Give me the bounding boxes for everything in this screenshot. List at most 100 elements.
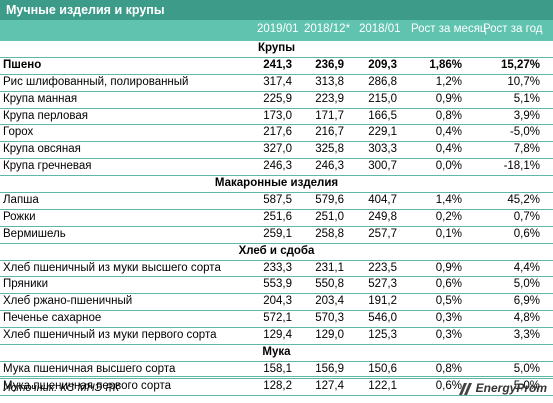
column-header-month-growth: Рост за месяц <box>411 23 487 35</box>
value-month-growth: 0,6% <box>435 278 462 291</box>
value-2019-01: 587,5 <box>263 194 292 207</box>
value-year-growth: -5,0% <box>509 126 540 139</box>
value-year-growth: 5,0% <box>513 362 540 375</box>
value-2018-12: 246,3 <box>315 160 344 173</box>
value-2018-01: 303,3 <box>368 143 397 156</box>
table-row: Мука пшеничная первого сорта 128,2 127,4 12… <box>0 379 553 396</box>
value-2018-12: 231,1 <box>315 261 344 274</box>
row-name: Крупа манная <box>3 92 78 105</box>
section-title: Мука <box>262 346 291 359</box>
value-2018-01: 122,1 <box>368 379 397 392</box>
value-2018-01: 546,0 <box>368 312 397 325</box>
value-month-growth: 0,8% <box>435 109 462 122</box>
value-month-growth: 0,5% <box>435 295 462 308</box>
value-2018-01: 527,3 <box>368 278 397 291</box>
footer: Источник: КС МНЭ РК EnergyProm <box>0 376 553 403</box>
row-name: Лапша <box>3 194 39 207</box>
column-header-2019-01: 2019/01 <box>257 23 299 35</box>
source-note: Источник: КС МНЭ РК <box>3 382 120 394</box>
table-row: Крупа гречневая 246,3 246,3 300,7 0,0% -18,1% <box>0 159 553 177</box>
value-year-growth: 0,7% <box>513 210 540 223</box>
value-2018-12: 236,9 <box>315 58 344 71</box>
section-title: Крупы <box>257 42 296 54</box>
value-month-growth: 1,4% <box>435 194 462 207</box>
row-name: Крупа овсяная <box>3 143 81 156</box>
table-row: Рис шлифованный, полированный 317,4 313,8 2… <box>0 75 553 92</box>
value-2018-01: 215,0 <box>368 92 397 105</box>
value-2018-01: 166,5 <box>368 109 397 122</box>
column-header-row: 2019/01 2018/12* 2018/01 Рост за месяц Р… <box>0 20 553 41</box>
value-2018-12: 579,6 <box>315 194 344 207</box>
value-month-growth: 0,3% <box>435 329 462 342</box>
value-2018-01: 209,3 <box>368 58 397 71</box>
column-header-2018-01: 2018/01 <box>359 23 401 35</box>
column-header-2018-12: 2018/12* <box>304 23 351 35</box>
value-2019-01: 241,3 <box>263 58 292 71</box>
value-2018-01: 223,5 <box>368 261 397 274</box>
table-row: Крупа перловая 173,0 171,7 166,5 0,8% 3,9% <box>0 109 553 126</box>
value-year-growth: 3,9% <box>513 109 540 122</box>
row-name: Пшено <box>3 58 42 71</box>
value-year-growth: 5,0% <box>513 379 540 392</box>
column-header-year-growth: Рост за год <box>483 23 543 35</box>
value-year-growth: 4,4% <box>513 261 540 274</box>
value-2018-12: 127,4 <box>315 379 344 392</box>
value-year-growth: -18,1% <box>503 160 540 173</box>
value-2018-12: 570,3 <box>315 312 344 325</box>
energyprom-logo-icon <box>458 382 472 395</box>
value-year-growth: 3,3% <box>513 329 540 342</box>
value-year-growth: 15,27% <box>500 58 540 71</box>
value-2018-01: 191,2 <box>368 295 397 308</box>
table-row: Крупа манная 225,9 223,9 215,0 0,9% 5,1% <box>0 92 553 109</box>
value-month-growth: 0,0% <box>435 160 462 173</box>
section-header: Крупы <box>0 41 553 58</box>
value-2019-01: 572,1 <box>263 312 292 325</box>
table-row: Пряники 553,9 550,8 527,3 0,6% 5,0% <box>0 277 553 295</box>
table-row: Горох 217,6 216,7 229,1 0,4% -5,0% <box>0 125 553 143</box>
value-2019-01: 259,1 <box>263 227 292 240</box>
row-name: Рис шлифованный, полированный <box>3 75 189 88</box>
table-row: Лапша 587,5 579,6 404,7 1,4% 45,2% <box>0 193 553 210</box>
value-2018-01: 125,3 <box>368 329 397 342</box>
value-month-growth: 0,3% <box>435 312 462 325</box>
value-month-growth: 0,4% <box>435 143 462 156</box>
value-2019-01: 158,1 <box>263 362 292 375</box>
value-month-growth: 0,9% <box>435 92 462 105</box>
value-2019-01: 217,6 <box>263 126 292 139</box>
value-month-growth: 0,2% <box>435 210 462 223</box>
table-row: Хлеб пшеничный из муки первого сорта 129,… <box>0 328 553 346</box>
table-row: Печенье сахарное 572,1 570,3 546,0 0,3% 4,8% <box>0 311 553 329</box>
value-2018-12: 216,7 <box>315 126 344 139</box>
value-2018-12: 550,8 <box>315 278 344 291</box>
value-2018-01: 150,6 <box>368 362 397 375</box>
value-2019-01: 317,4 <box>263 75 292 88</box>
table-row: Крупа овсяная 327,0 325,8 303,3 0,4% 7,8% <box>0 142 553 160</box>
value-2019-01: 128,2 <box>263 379 292 392</box>
value-2019-01: 129,4 <box>263 329 292 342</box>
value-2019-01: 233,3 <box>263 261 292 274</box>
row-name: Крупа гречневая <box>3 160 92 173</box>
value-2019-01: 173,0 <box>263 109 292 122</box>
value-2018-12: 223,9 <box>315 92 344 105</box>
row-name: Пряники <box>3 278 48 291</box>
section-header: Мука <box>0 345 553 362</box>
table-title: Мучные изделия и крупы <box>0 0 553 20</box>
value-2018-12: 129,0 <box>315 329 344 342</box>
section-header: Хлеб и сдоба <box>0 244 553 261</box>
value-year-growth: 5,1% <box>513 92 540 105</box>
energyprom-logo: EnergyProm <box>457 381 547 396</box>
value-year-growth: 4,8% <box>513 312 540 325</box>
value-year-growth: 10,7% <box>507 75 540 88</box>
section-title: Макаронные изделия <box>214 177 339 190</box>
row-name: Хлеб пшеничный из муки первого сорта <box>3 329 217 342</box>
logo-text: EnergyProm <box>475 381 547 395</box>
section-title: Хлеб и сдоба <box>238 244 315 257</box>
value-year-growth: 7,8% <box>513 143 540 156</box>
value-year-growth: 45,2% <box>507 194 540 207</box>
value-2019-01: 225,9 <box>263 92 292 105</box>
value-2018-12: 313,8 <box>315 75 344 88</box>
value-month-growth: 1,2% <box>435 75 462 88</box>
table-row: Пшено 241,3 236,9 209,3 1,86% 15,27% <box>0 58 553 75</box>
value-month-growth: 1,86% <box>429 58 462 71</box>
row-name: Мука пшеничная высшего сорта <box>3 362 176 375</box>
